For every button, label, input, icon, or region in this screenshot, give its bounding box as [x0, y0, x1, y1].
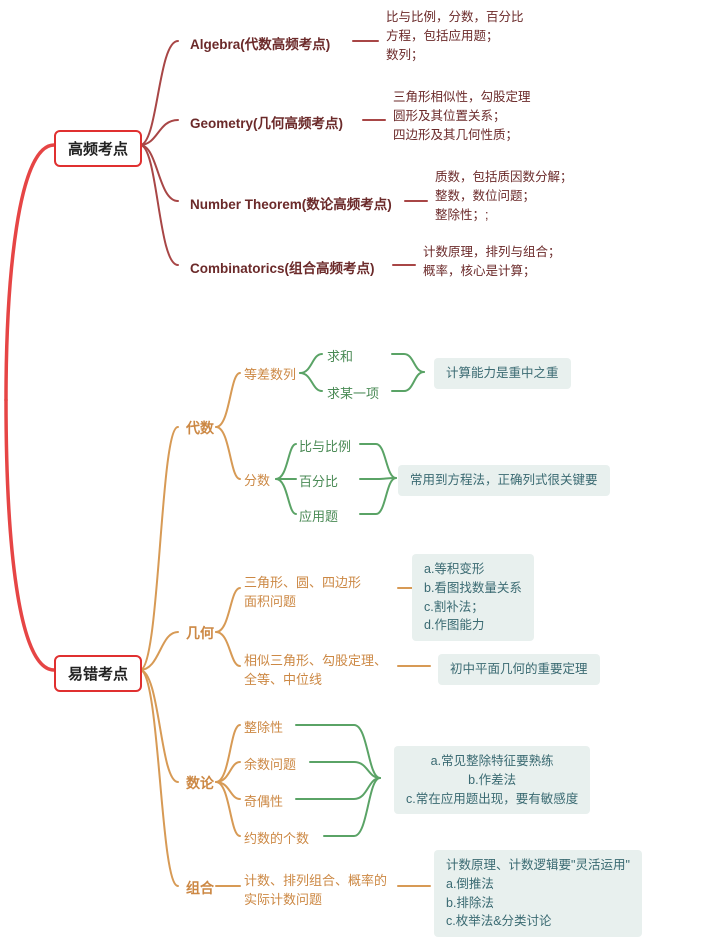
root-high-freq: 高频考点: [54, 130, 142, 167]
err-topic-2-child-1: 余数问题: [244, 754, 296, 773]
high-topic-1: Geometry(几何高频考点): [190, 112, 343, 132]
err-topic-1: 几何: [186, 623, 214, 643]
err-0-1-sub-1: 百分比: [299, 471, 338, 490]
high-topic-desc-1: 三角形相似性，勾股定理圆形及其位置关系；四边形及其几何性质；: [393, 88, 531, 144]
high-topic-desc-2: 质数，包括质因数分解；整数，数位问题；整除性；;: [435, 168, 573, 224]
err-0-1-sub-2: 应用题: [299, 506, 338, 525]
err-3-0-tip: 计数原理、计数逻辑要"灵活运用"a.倒推法b.排除法c.枚举法&分类讨论: [434, 850, 642, 937]
err-topic-1-child-0: 三角形、圆、四边形面积问题: [244, 572, 361, 610]
err-0-1-tip: 常用到方程法，正确列式很关键要: [398, 465, 610, 496]
err-topic-1-child-1: 相似三角形、勾股定理、全等、中位线: [244, 650, 387, 688]
err-0-1-sub-0: 比与比例: [299, 436, 351, 455]
err-topic-3: 组合: [186, 878, 214, 898]
err-topic-2-child-2: 奇偶性: [244, 791, 283, 810]
err-topic-2-tip: a.常见整除特征要熟练b.作差法c.常在应用题出现，要有敏感度: [394, 746, 590, 814]
err-0-0-sub-1: 求某一项: [327, 383, 379, 402]
err-topic-0: 代数: [186, 418, 214, 438]
err-1-0-tip: a.等积变形b.看图找数量关系c.割补法；d.作图能力: [412, 554, 534, 641]
high-topic-desc-3: 计数原理，排列与组合；概率，核心是计算；: [423, 243, 561, 281]
err-topic-2: 数论: [186, 773, 214, 793]
err-topic-3-child-0: 计数、排列组合、概率的实际计数问题: [244, 870, 387, 908]
high-topic-2: Number Theorem(数论高频考点): [190, 193, 392, 213]
high-topic-desc-0: 比与比例，分数，百分比方程，包括应用题；数列；: [386, 8, 524, 64]
err-0-0-tip: 计算能力是重中之重: [434, 358, 571, 389]
err-topic-2-child-3: 约数的个数: [244, 828, 309, 847]
err-topic-0-child-0: 等差数列: [244, 364, 296, 383]
high-topic-0: Algebra(代数高频考点): [190, 33, 330, 53]
err-topic-0-child-1: 分数: [244, 470, 270, 489]
high-topic-3: Combinatorics(组合高频考点): [190, 257, 375, 277]
err-1-1-tip: 初中平面几何的重要定理: [438, 654, 600, 685]
err-topic-2-child-0: 整除性: [244, 717, 283, 736]
root-error-prone: 易错考点: [54, 655, 142, 692]
err-0-0-sub-0: 求和: [327, 346, 353, 365]
